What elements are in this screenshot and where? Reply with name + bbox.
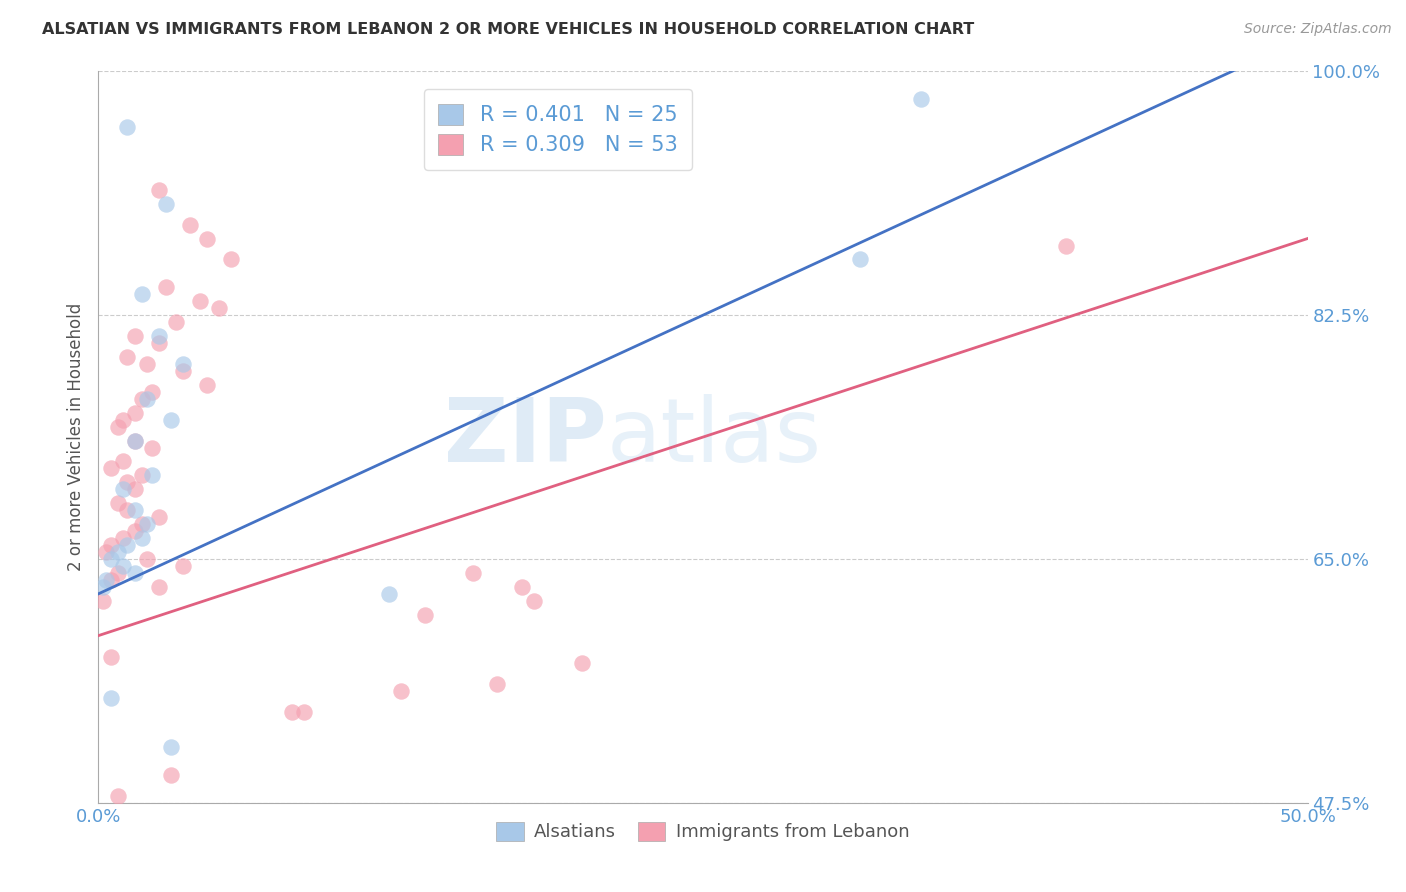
Point <box>165 315 187 329</box>
Point <box>523 594 546 608</box>
Point <box>100 461 122 475</box>
Point <box>195 231 218 245</box>
Point <box>148 336 170 351</box>
Text: ALSATIAN VS IMMIGRANTS FROM LEBANON 2 OR MORE VEHICLES IN HOUSEHOLD CORRELATION : ALSATIAN VS IMMIGRANTS FROM LEBANON 2 OR… <box>42 22 974 37</box>
Point <box>208 301 231 316</box>
Point <box>117 475 139 490</box>
Point <box>910 92 932 106</box>
Point <box>281 705 304 719</box>
Point <box>91 580 114 594</box>
Point <box>135 392 157 406</box>
Point <box>160 768 183 782</box>
Point <box>195 377 218 392</box>
Point <box>117 503 139 517</box>
Point <box>188 294 211 309</box>
Point <box>148 329 170 343</box>
Point <box>100 573 122 587</box>
Point <box>91 594 114 608</box>
Point <box>135 552 157 566</box>
Point <box>111 483 134 497</box>
Point <box>155 280 177 294</box>
Point <box>131 531 153 545</box>
Point <box>172 558 194 573</box>
Point <box>100 649 122 664</box>
Point <box>107 496 129 510</box>
Point <box>486 677 509 691</box>
Point <box>148 510 170 524</box>
Point <box>131 392 153 406</box>
Point <box>100 691 122 706</box>
Point <box>107 545 129 559</box>
Text: ZIP: ZIP <box>443 393 606 481</box>
Point <box>155 196 177 211</box>
Point <box>135 517 157 532</box>
Point <box>141 468 163 483</box>
Point <box>117 538 139 552</box>
Point <box>107 789 129 803</box>
Point <box>172 364 194 378</box>
Point <box>292 705 315 719</box>
Point <box>124 434 146 448</box>
Point <box>160 740 183 755</box>
Point <box>124 406 146 420</box>
Point <box>100 538 122 552</box>
Text: Source: ZipAtlas.com: Source: ZipAtlas.com <box>1244 22 1392 37</box>
Point <box>107 419 129 434</box>
Point <box>1054 238 1077 252</box>
Point <box>111 558 134 573</box>
Point <box>100 552 122 566</box>
Text: atlas: atlas <box>606 393 821 481</box>
Legend: Alsatians, Immigrants from Lebanon: Alsatians, Immigrants from Lebanon <box>489 814 917 848</box>
Point <box>849 252 872 267</box>
Point <box>172 357 194 371</box>
Point <box>131 517 153 532</box>
Point <box>117 350 139 364</box>
Point <box>377 587 399 601</box>
Point <box>124 524 146 538</box>
Point <box>389 684 412 698</box>
Point <box>124 566 146 580</box>
Point <box>141 441 163 455</box>
Point <box>413 607 436 622</box>
Point <box>124 434 146 448</box>
Point <box>124 483 146 497</box>
Point <box>131 287 153 301</box>
Y-axis label: 2 or more Vehicles in Household: 2 or more Vehicles in Household <box>66 303 84 571</box>
Point <box>107 566 129 580</box>
Point <box>124 503 146 517</box>
Point <box>179 218 201 232</box>
Point <box>571 657 593 671</box>
Point <box>148 183 170 197</box>
Point <box>221 252 243 267</box>
Point <box>111 531 134 545</box>
Point <box>510 580 533 594</box>
Point <box>141 384 163 399</box>
Point <box>111 454 134 468</box>
Point <box>160 412 183 426</box>
Point <box>463 566 485 580</box>
Point <box>94 545 117 559</box>
Point <box>94 573 117 587</box>
Point <box>111 412 134 426</box>
Point <box>148 580 170 594</box>
Point <box>124 329 146 343</box>
Point <box>131 468 153 483</box>
Point <box>117 120 139 134</box>
Point <box>135 357 157 371</box>
